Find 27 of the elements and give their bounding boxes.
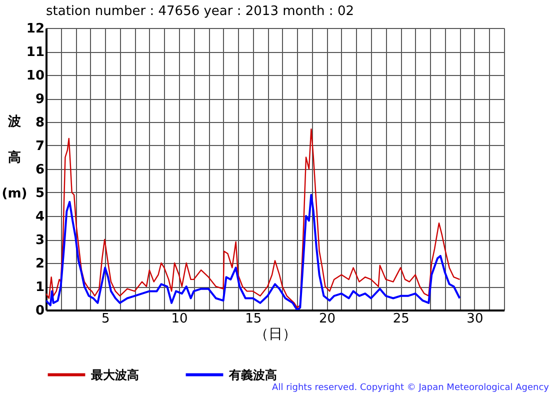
x-tick-label: 20 bbox=[318, 312, 336, 326]
x-tick-label: 15 bbox=[245, 312, 262, 326]
y-tick-label: 12 bbox=[26, 22, 44, 36]
y-tick-label: 5 bbox=[35, 186, 44, 201]
legend-label: 有義波高 bbox=[228, 368, 277, 382]
y-tick-label: 8 bbox=[35, 116, 44, 130]
x-tick-label: 25 bbox=[392, 312, 410, 326]
y-tick-label: 7 bbox=[35, 139, 44, 154]
y-tick-label: 4 bbox=[35, 210, 44, 224]
text: 波高(m) bbox=[2, 114, 28, 202]
x-axis-title: （日） bbox=[254, 326, 296, 342]
y-tick-label: 10 bbox=[26, 68, 44, 84]
y-tick-label: 9 bbox=[35, 92, 44, 107]
line-series bbox=[46, 194, 461, 310]
y-tick-label: 11 bbox=[26, 45, 44, 60]
y-tick-label: 2 bbox=[35, 256, 44, 272]
line-series bbox=[46, 128, 460, 308]
y-tick-label: 6 bbox=[35, 162, 44, 178]
chart-title: station number : 47656 year : 2013 month : 02 bbox=[46, 4, 354, 19]
y-tick-label: 3 bbox=[35, 233, 44, 248]
x-tick-label: 5 bbox=[101, 312, 110, 326]
y-tick-label: 1 bbox=[35, 280, 44, 295]
y-tick-label: 0 bbox=[35, 304, 44, 318]
legend-label: 最大波高 bbox=[90, 368, 139, 382]
text: All rights reserved. Copyright © Japan Meteorological Agency bbox=[272, 383, 550, 393]
x-tick-label: 10 bbox=[171, 312, 188, 326]
x-tick-label: 30 bbox=[466, 312, 484, 326]
